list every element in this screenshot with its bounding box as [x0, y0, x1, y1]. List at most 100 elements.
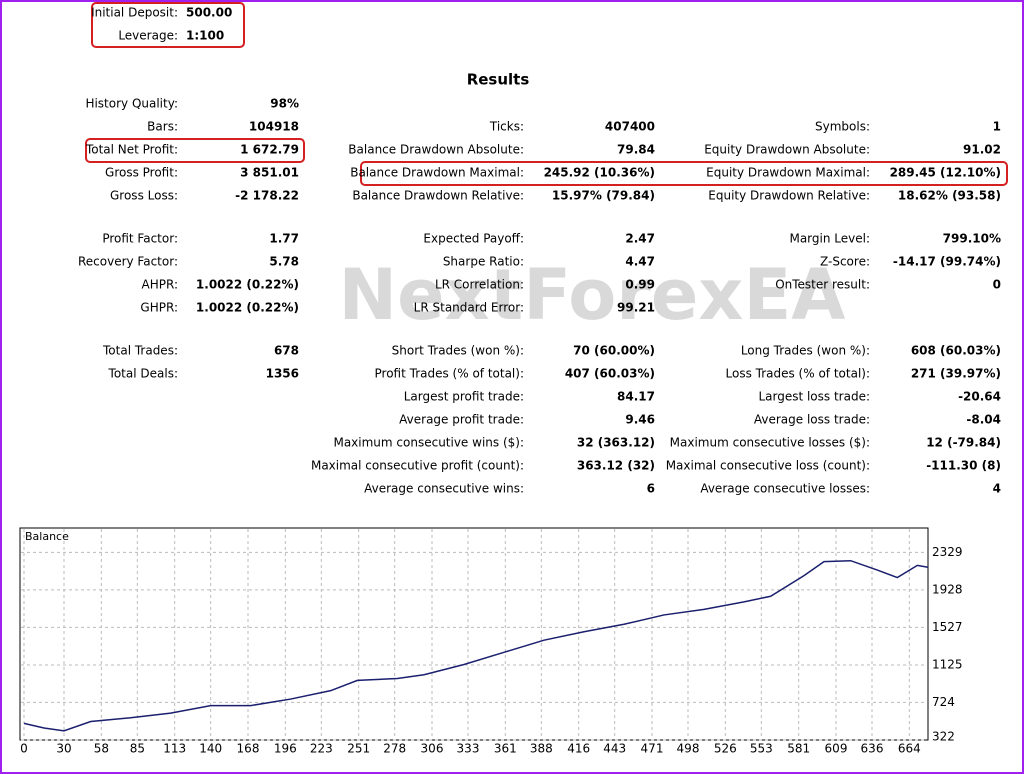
x-tick-label: 388 [530, 742, 553, 756]
field-label: Recovery Factor: [78, 255, 178, 269]
field-value: 79.84 [617, 143, 655, 157]
field-value: 289.45 (12.10%) [890, 166, 1001, 180]
x-tick-label: 443 [603, 742, 626, 756]
field-label: Average profit trade: [399, 413, 524, 427]
field-label: Long Trades (won %): [741, 344, 870, 358]
x-tick-label: 361 [494, 742, 517, 756]
x-tick-label: 0 [20, 742, 28, 756]
field-value: 407400 [605, 120, 655, 134]
field-label: Ticks: [489, 120, 524, 134]
x-tick-label: 58 [94, 742, 109, 756]
x-tick-label: 196 [274, 742, 297, 756]
field-label: Maximal consecutive loss (count): [666, 459, 870, 473]
field-label: Maximal consecutive profit (count): [311, 459, 524, 473]
field-value: 271 (39.97%) [911, 367, 1001, 381]
field-label: Z-Score: [820, 255, 870, 269]
highlight-box [360, 161, 1008, 186]
field-value: 18.62% (93.58) [898, 189, 1001, 203]
x-tick-label: 526 [714, 742, 737, 756]
x-tick-label: 333 [457, 742, 480, 756]
field-label: Maximum consecutive losses ($): [670, 436, 870, 450]
field-value: 91.02 [963, 143, 1001, 157]
y-tick-label: 1928 [932, 582, 963, 596]
field-value: 1356 [266, 367, 299, 381]
field-value: 1:100 [186, 29, 224, 43]
field-value: 3 851.01 [240, 166, 299, 180]
x-tick-label: 581 [787, 742, 810, 756]
field-value: 608 (60.03%) [911, 344, 1001, 358]
x-tick-label: 636 [861, 742, 884, 756]
field-value: 104918 [249, 120, 299, 134]
field-value: 32 (363.12) [577, 436, 655, 450]
field-value: 84.17 [617, 390, 655, 404]
field-value: 1 [993, 120, 1001, 134]
x-tick-label: 471 [641, 742, 664, 756]
field-value: 2.47 [625, 232, 655, 246]
field-label: Profit Trades (% of total): [375, 367, 524, 381]
y-tick-label: 2329 [932, 545, 963, 559]
field-label: LR Correlation: [435, 278, 524, 292]
field-value: 99.21 [617, 301, 655, 315]
field-label: Average consecutive losses: [700, 482, 870, 496]
highlight-box [85, 138, 305, 163]
field-value: -14.17 (99.74%) [893, 255, 1001, 269]
field-value: 5.78 [269, 255, 299, 269]
field-value: -20.64 [958, 390, 1001, 404]
x-tick-label: 306 [421, 742, 444, 756]
field-value: 98% [270, 97, 299, 111]
field-label: Equity Drawdown Maximal: [706, 166, 870, 180]
field-label: Equity Drawdown Relative: [708, 189, 870, 203]
field-label: Symbols: [815, 120, 870, 134]
field-label: Short Trades (won %): [392, 344, 524, 358]
field-value: 6 [647, 482, 655, 496]
field-label: Leverage: [118, 29, 178, 43]
field-value: 0.99 [625, 278, 655, 292]
field-label: Gross Loss: [110, 189, 178, 203]
field-label: AHPR: [142, 278, 178, 292]
field-value: 1.77 [269, 232, 299, 246]
y-tick-label: 322 [932, 730, 955, 744]
field-value: 0 [993, 278, 1001, 292]
field-label: Balance Drawdown Absolute: [348, 143, 524, 157]
field-label: OnTester result: [775, 278, 870, 292]
field-label: Bars: [147, 120, 178, 134]
field-label: Total Trades: [102, 344, 178, 358]
field-value: 1 672.79 [240, 143, 299, 157]
field-label: History Quality: [85, 97, 178, 111]
field-label: Loss Trades (% of total): [726, 367, 871, 381]
field-label: LR Standard Error: [414, 301, 524, 315]
field-label: Largest profit trade: [404, 390, 524, 404]
watermark: NextForexEA [339, 254, 846, 336]
field-value: -111.30 (8) [926, 459, 1001, 473]
report-title: Results [467, 71, 530, 89]
x-tick-label: 30 [56, 742, 71, 756]
field-value: 245.92 (10.36%) [544, 166, 655, 180]
y-tick-label: 1125 [932, 657, 963, 671]
field-value: -2 178.22 [235, 189, 299, 203]
field-label: Balance Drawdown Maximal: [350, 166, 524, 180]
field-value: 4.47 [625, 255, 655, 269]
field-value: 678 [274, 344, 299, 358]
field-value: 15.97% (79.84) [552, 189, 655, 203]
field-value: 363.12 (32) [577, 459, 655, 473]
field-label: Balance Drawdown Relative: [352, 189, 524, 203]
field-value: 1.0022 (0.22%) [196, 278, 299, 292]
chart-frame [19, 527, 929, 741]
field-value: 500.00 [186, 6, 232, 20]
balance-line [23, 559, 929, 732]
x-tick-label: 664 [898, 742, 921, 756]
field-label: Expected Payoff: [423, 232, 524, 246]
x-tick-label: 609 [825, 742, 848, 756]
x-tick-label: 416 [567, 742, 590, 756]
field-label: Maximum consecutive wins ($): [333, 436, 524, 450]
x-tick-label: 278 [383, 742, 406, 756]
field-value: 4 [993, 482, 1001, 496]
y-tick-label: 1527 [932, 620, 963, 634]
field-label: Equity Drawdown Absolute: [704, 143, 870, 157]
x-tick-label: 85 [130, 742, 145, 756]
field-value: 12 (-79.84) [926, 436, 1001, 450]
field-label: Profit Factor: [102, 232, 178, 246]
